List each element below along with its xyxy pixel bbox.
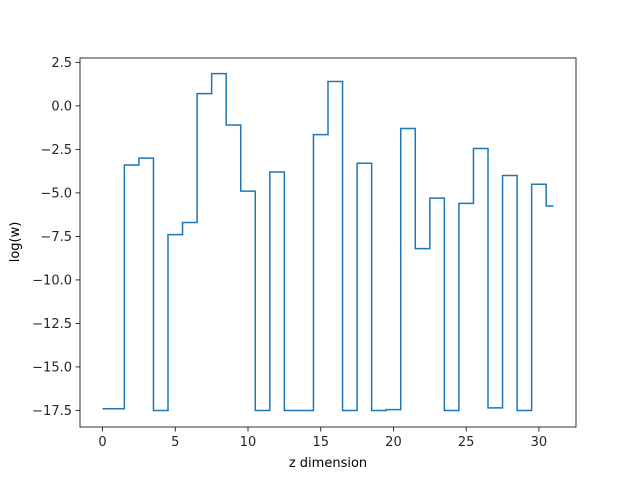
y-tick-label: 2.5 <box>51 56 72 71</box>
series-line-0 <box>102 72 554 412</box>
axes: 0 5 10 15 20 25 30 2.5 0.0 −2.5 −5.0 −7.5 −10.0 −12.5… <box>32 56 577 450</box>
x-tick-label: 20 <box>385 435 402 450</box>
x-tick-label: 10 <box>240 435 257 450</box>
y-tick-label: −15.0 <box>32 360 72 375</box>
y-tick-label: −17.5 <box>32 404 72 419</box>
y-tick-label: −5.0 <box>40 186 72 201</box>
y-tick-label: 0.0 <box>51 99 72 114</box>
x-tick-label: 25 <box>458 435 475 450</box>
y-tick-label: −7.5 <box>40 230 72 245</box>
y-axis-label: log(w) <box>8 222 23 263</box>
y-tick-label: −10.0 <box>32 273 72 288</box>
x-tick-label: 15 <box>312 435 329 450</box>
plot-area <box>102 72 554 412</box>
axes-frame <box>79 57 577 428</box>
x-axis-label: z dimension <box>289 456 367 471</box>
x-tick-label: 5 <box>171 435 179 450</box>
y-tick-label: −2.5 <box>40 143 72 158</box>
x-tick-label: 0 <box>98 435 106 450</box>
y-tick-label: −12.5 <box>32 317 72 332</box>
x-tick-label: 30 <box>531 435 548 450</box>
